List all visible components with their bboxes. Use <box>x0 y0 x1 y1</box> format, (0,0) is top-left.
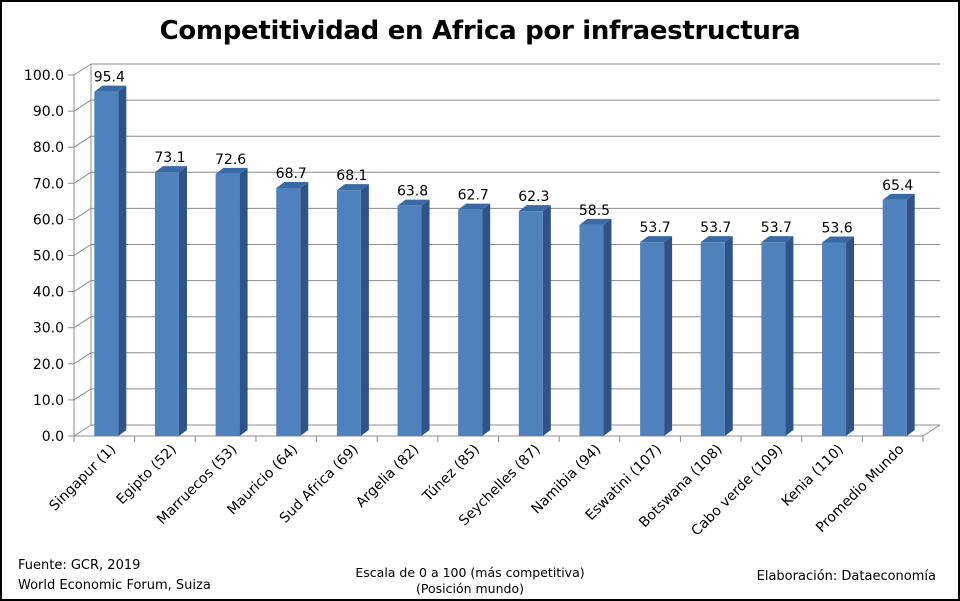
y-tick-label: 50.0 <box>33 249 64 265</box>
y-tick-label: 30.0 <box>33 321 64 337</box>
bar-side <box>239 167 248 436</box>
bar-top <box>640 236 673 243</box>
y-tick-label: 100.0 <box>24 68 64 84</box>
bar-top <box>458 203 491 210</box>
bar <box>336 190 361 436</box>
bar-side <box>542 205 551 436</box>
data-label: 62.7 <box>458 188 489 204</box>
bar <box>822 242 847 436</box>
data-label: 53.6 <box>821 221 852 237</box>
data-label: 58.5 <box>579 203 610 219</box>
data-label: 53.7 <box>700 220 731 236</box>
y-tick-label: 0.0 <box>42 429 64 445</box>
bar <box>458 209 483 436</box>
axis-layer <box>68 64 941 442</box>
bar-top <box>215 167 248 174</box>
gridline-side <box>73 388 92 401</box>
gridline-side <box>73 171 92 184</box>
data-label: 65.4 <box>882 178 913 194</box>
bar-side <box>360 184 369 436</box>
source-line-2: World Economic Forum, Suiza <box>18 578 211 593</box>
y-tick-label: 90.0 <box>33 104 64 120</box>
bar-top <box>94 85 127 92</box>
data-label: 53.7 <box>761 220 792 236</box>
bar <box>882 199 907 436</box>
gridline-side <box>73 280 92 293</box>
bar <box>700 242 725 436</box>
bar <box>761 242 786 436</box>
y-tick-label: 20.0 <box>33 357 64 373</box>
gridline-side <box>73 99 92 112</box>
bar-top <box>397 199 430 206</box>
scale-line-2: (Posición mundo) <box>416 581 524 596</box>
y-tick-label: 70.0 <box>33 176 64 192</box>
gridline-side <box>73 244 92 256</box>
credit-note: Elaboración: Dataeconomía <box>756 569 936 584</box>
bar-top <box>336 184 369 191</box>
data-label: 68.7 <box>276 166 307 182</box>
y-tick-label: 80.0 <box>33 140 64 156</box>
bar-side <box>906 193 915 436</box>
bar <box>579 224 604 436</box>
bar <box>215 173 240 436</box>
x-tick-label: Túnez (85) <box>419 442 483 506</box>
bar <box>276 187 301 436</box>
data-label: 62.3 <box>518 189 549 205</box>
bar-layer <box>94 85 915 436</box>
x-tick-label: Argelia (82) <box>353 442 422 511</box>
bar <box>94 91 119 436</box>
bar-side <box>300 181 309 436</box>
bar-side <box>118 85 127 436</box>
y-tick-label: 10.0 <box>33 393 64 409</box>
bar <box>640 242 665 436</box>
bar-top <box>822 236 855 243</box>
bar-side <box>482 203 491 436</box>
gridline-side <box>73 135 92 148</box>
bar-side <box>846 236 855 436</box>
gridline-side <box>73 424 92 437</box>
bar-top <box>276 181 309 188</box>
bar-top <box>518 205 551 212</box>
gridline-side <box>73 316 92 329</box>
bar-top <box>154 166 187 173</box>
x-tick-label: Egipto (52) <box>113 442 179 508</box>
data-label: 95.4 <box>94 70 125 86</box>
bar-top <box>882 193 915 200</box>
bar <box>154 172 179 436</box>
scale-note: Escala de 0 a 100 (más competitiva) (Pos… <box>320 565 620 597</box>
x-tick-label: Singapur (1) <box>46 442 119 515</box>
data-label: 68.1 <box>336 168 367 184</box>
bar <box>518 211 543 436</box>
gridline-side <box>73 63 92 76</box>
bar-top <box>700 236 733 243</box>
source-line-1: Fuente: GCR, 2019 <box>18 558 141 573</box>
data-label: 72.6 <box>215 152 246 168</box>
gridline-side <box>73 207 92 220</box>
bar <box>397 205 422 436</box>
data-label: 53.7 <box>640 220 671 236</box>
bar-side <box>603 218 612 436</box>
y-tick-label: 40.0 <box>33 285 64 301</box>
bar-side <box>724 236 733 436</box>
bar-top <box>579 218 612 225</box>
bar-top <box>761 236 794 243</box>
source-note: Fuente: GCR, 2019 World Economic Forum, … <box>18 556 211 596</box>
bar-side <box>178 166 187 436</box>
data-label: 63.8 <box>397 184 428 200</box>
y-tick-label: 60.0 <box>33 212 64 228</box>
floor-right-edge <box>922 424 941 437</box>
bar-side <box>421 199 430 436</box>
gridline-side <box>73 352 92 365</box>
x-tick-label: Kenia (110) <box>779 442 847 510</box>
grid-layer <box>73 63 940 437</box>
scale-line-1: Escala de 0 a 100 (más competitiva) <box>355 565 585 580</box>
chart-title: Competitividad en Africa por infraestruc… <box>159 16 801 46</box>
bar-side <box>664 236 673 436</box>
bar-side <box>785 236 794 436</box>
data-label: 73.1 <box>154 150 185 166</box>
